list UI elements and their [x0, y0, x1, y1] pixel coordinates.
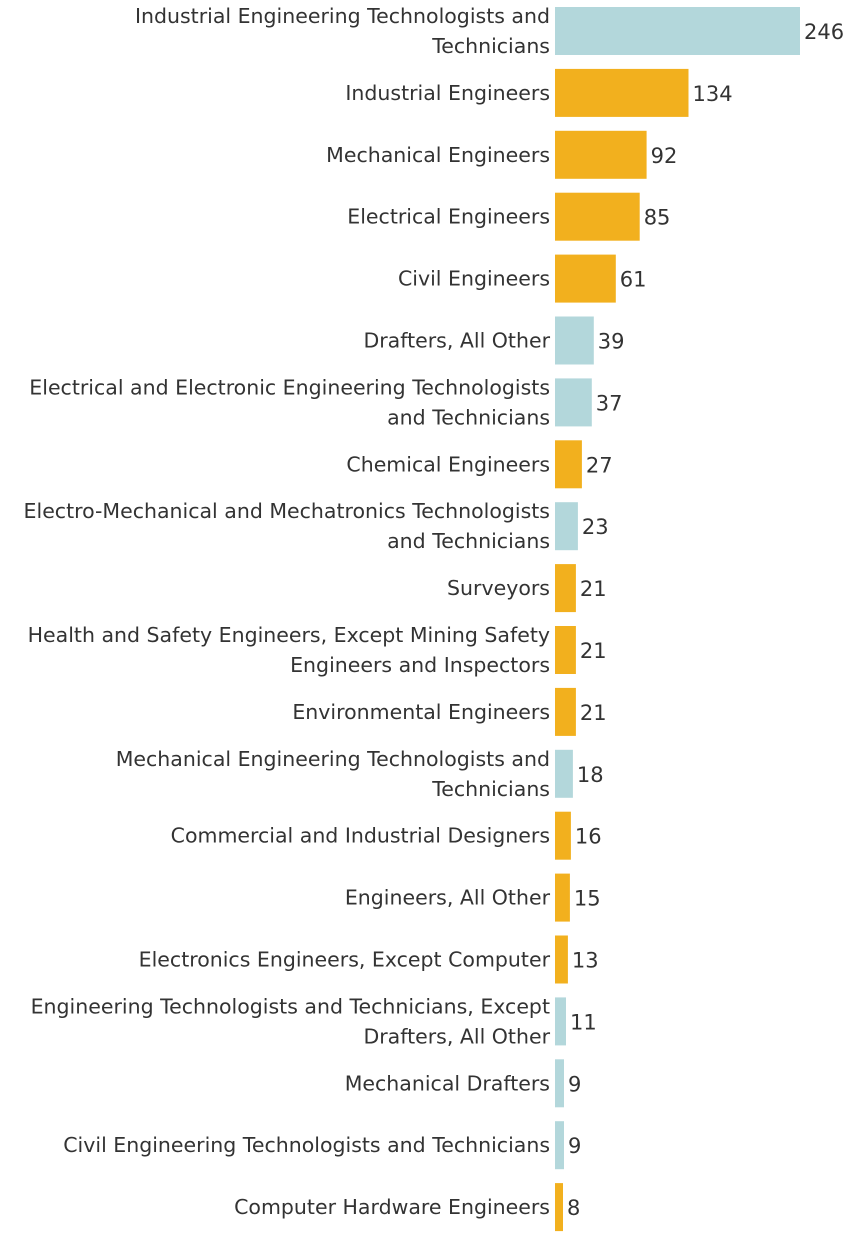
data-label: 21 [580, 701, 607, 725]
category-label: Electrical and Electronic Engineering Te… [29, 375, 550, 429]
category-label: Drafters, All Other [363, 329, 550, 353]
category-label: Electrical Engineers [347, 205, 550, 229]
category-label-line: Mechanical Drafters [345, 1071, 550, 1095]
bar [555, 1121, 564, 1170]
data-label: 11 [570, 1010, 597, 1034]
category-label-line: and Technicians [387, 529, 550, 553]
category-label: Electronics Engineers, Except Computer [139, 948, 551, 972]
category-label: Health and Safety Engineers, Except Mini… [28, 623, 550, 677]
bar [555, 7, 800, 55]
category-label: Computer Hardware Engineers [234, 1195, 550, 1219]
data-label: 85 [644, 206, 671, 230]
bar [555, 935, 568, 984]
category-label: Environmental Engineers [292, 700, 550, 724]
category-label: Industrial Engineering Technologists and… [135, 4, 550, 58]
bar [555, 626, 576, 674]
data-label: 16 [575, 825, 602, 849]
category-label-line: Electrical and Electronic Engineering Te… [29, 375, 550, 399]
bar [555, 811, 571, 860]
category-label: Mechanical Engineers [326, 143, 550, 167]
data-label: 18 [577, 763, 604, 787]
data-label: 37 [596, 391, 623, 415]
bar [555, 254, 616, 303]
category-label: Civil Engineers [398, 267, 550, 291]
bar [555, 687, 576, 736]
category-label-line: Industrial Engineering Technologists and [135, 4, 550, 28]
bar [555, 749, 573, 798]
data-label: 21 [580, 577, 607, 601]
category-label: Surveyors [447, 576, 550, 600]
data-label: 134 [693, 82, 733, 106]
category-label-line: Surveyors [447, 576, 550, 600]
data-label: 246 [804, 20, 844, 44]
category-label: Mechanical Drafters [345, 1071, 550, 1095]
bar [555, 564, 576, 613]
category-label: Mechanical Engineering Technologists and… [116, 747, 550, 801]
data-label: 61 [620, 268, 647, 292]
data-label: 9 [568, 1072, 581, 1096]
bar [555, 873, 570, 922]
category-label: Civil Engineering Technologists and Tech… [63, 1133, 550, 1157]
category-label-line: Mechanical Engineering Technologists and [116, 747, 550, 771]
category-label-line: Civil Engineering Technologists and Tech… [63, 1133, 550, 1157]
category-label-line: Computer Hardware Engineers [234, 1195, 550, 1219]
category-label-line: Engineers, All Other [345, 886, 551, 910]
bar [555, 440, 582, 489]
data-label: 13 [572, 949, 599, 973]
category-label: Chemical Engineers [346, 452, 550, 476]
bar [555, 316, 594, 365]
bar [555, 130, 647, 179]
category-label-line: Mechanical Engineers [326, 143, 550, 167]
category-label: Engineers, All Other [345, 886, 551, 910]
bar [555, 192, 640, 241]
category-label-line: Civil Engineers [398, 267, 550, 291]
category-label-line: Electrical Engineers [347, 205, 550, 229]
data-label: 23 [582, 515, 609, 539]
data-label: 39 [598, 330, 625, 354]
category-label-line: Electro-Mechanical and Mechatronics Tech… [24, 499, 550, 523]
category-label-line: Commercial and Industrial Designers [171, 824, 550, 848]
bar [555, 378, 592, 427]
category-label-line: Chemical Engineers [346, 452, 550, 476]
category-label-line: Drafters, All Other [363, 1024, 550, 1048]
data-label: 27 [586, 453, 613, 477]
category-label-line: Electronics Engineers, Except Computer [139, 948, 551, 972]
category-label-line: Technicians [431, 34, 550, 58]
bar [555, 68, 689, 117]
category-label: Industrial Engineers [345, 81, 550, 105]
bar [555, 502, 578, 551]
category-label-line: Engineering Technologists and Technician… [31, 994, 550, 1018]
category-label-line: Industrial Engineers [345, 81, 550, 105]
category-label-line: Engineers and Inspectors [290, 653, 550, 677]
category-label-line: and Technicians [387, 405, 550, 429]
bar [555, 1183, 563, 1232]
data-label: 92 [651, 144, 678, 168]
category-label-line: Drafters, All Other [363, 329, 550, 353]
category-label: Electro-Mechanical and Mechatronics Tech… [24, 499, 550, 553]
bar [555, 997, 566, 1046]
data-label: 15 [574, 887, 601, 911]
category-label: Commercial and Industrial Designers [171, 824, 550, 848]
data-label: 9 [568, 1134, 581, 1158]
bar [555, 1059, 564, 1108]
category-label: Engineering Technologists and Technician… [31, 994, 551, 1048]
category-label-line: Environmental Engineers [292, 700, 550, 724]
category-label-line: Health and Safety Engineers, Except Mini… [28, 623, 550, 647]
data-label: 8 [567, 1196, 580, 1220]
category-label-line: Technicians [431, 777, 550, 801]
data-label: 21 [580, 639, 607, 663]
